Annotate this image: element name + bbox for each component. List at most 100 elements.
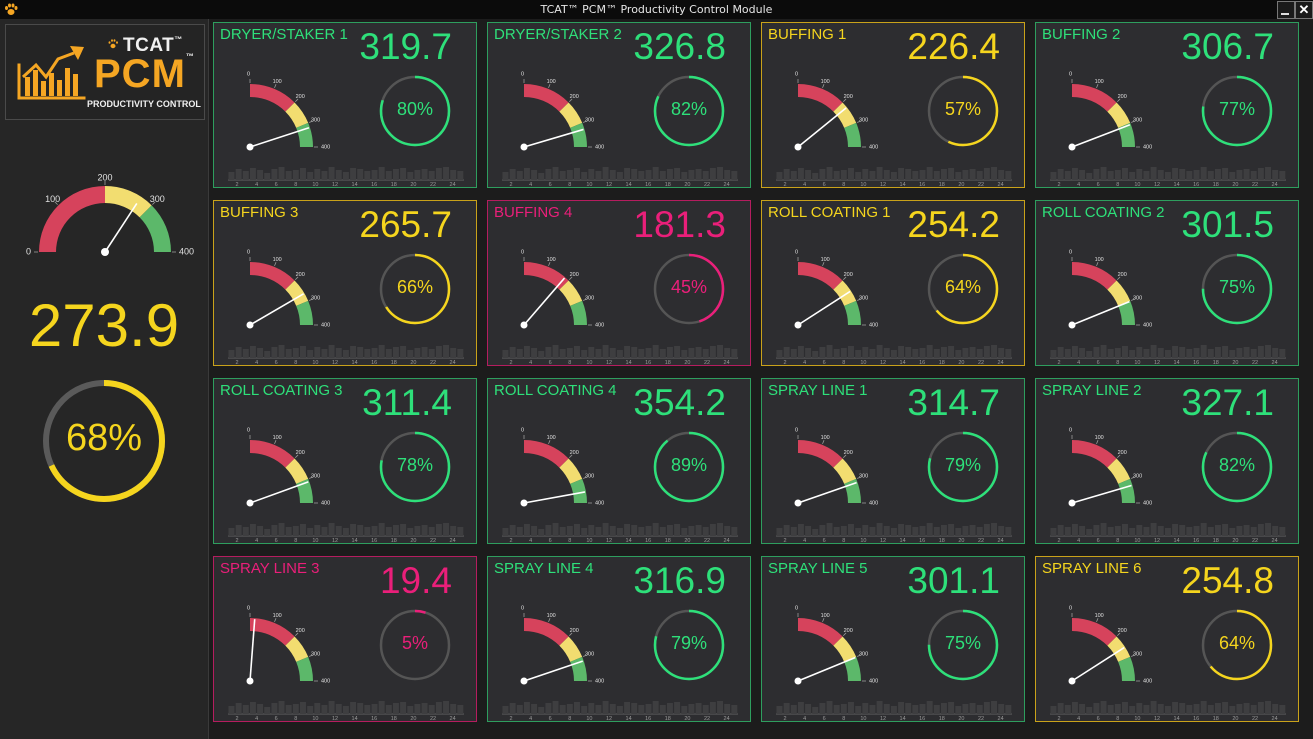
chart-axis-label: 24 [998,716,1004,722]
chart-axis-label: 8 [1116,360,1119,366]
chart-bar [674,702,681,714]
chart-bar [1143,349,1150,358]
station-tile[interactable]: 0 100 200 300 400 2 4 6 8 10 12 14 16 18 20 22 24 ROLL CO… [213,378,477,544]
chart-bar [228,528,235,536]
station-tile[interactable]: 0 100 200 300 400 2 4 6 8 10 12 14 16 18 20 22 24 SPRAY L… [761,378,1025,544]
gauge-scale-label: 300 [311,651,320,657]
chart-axis-label: 10 [586,538,592,544]
chart-bar [378,701,385,714]
chart-bar [538,529,545,536]
chart-axis-label: 20 [1232,360,1238,366]
gauge-scale-label: 200 [1118,450,1127,456]
chart-bar [833,527,840,536]
station-tile[interactable]: 0 100 200 300 400 2 4 6 8 10 12 14 16 18 20 22 24 SPRAY L… [213,556,477,722]
station-tile[interactable]: 0 100 200 300 400 2 4 6 8 10 12 14 16 18 20 22 24 BUFFING… [1035,22,1299,188]
chart-axis-label: 14 [352,360,358,366]
gauge-yellow-zone [1107,636,1131,662]
station-tile[interactable]: 0 100 200 300 400 2 4 6 8 10 12 14 16 18 20 22 24 SPRAY L… [761,556,1025,722]
chart-axis-label: 16 [645,360,651,366]
chart-bar [1236,348,1243,358]
gauge-red-zone [1072,618,1117,646]
chart-bar [342,350,349,358]
chart-bar [1005,705,1012,714]
chart-bar [631,347,638,358]
station-tile[interactable]: 0 100 200 300 400 2 4 6 8 10 12 14 16 18 20 22 24 BUFFING… [761,22,1025,188]
gauge-tick [294,98,299,103]
station-tile[interactable]: 0 100 200 300 400 2 4 6 8 10 12 14 16 18 20 22 24 BUFFING… [487,200,751,366]
chart-bar [898,524,905,536]
chart-bar [581,172,588,180]
station-tile[interactable]: 0 100 200 300 400 2 4 6 8 10 12 14 16 18 20 22 24 SPRAY L… [487,556,751,722]
gauge-scale-label: 0 [1069,427,1072,433]
gauge-scale-label: 200 [1118,94,1127,100]
chart-axis-label: 12 [1154,182,1160,188]
station-tile[interactable]: 0 100 200 300 400 2 4 6 8 10 12 14 16 18 20 22 24 DRYER/S… [213,22,477,188]
chart-bar [531,704,538,714]
chart-bar [1157,348,1164,358]
chart-bar [840,526,847,536]
chart-bar [645,170,652,180]
chart-bar [616,528,623,536]
chart-axis-label: 4 [803,538,806,544]
station-tile[interactable]: 0 100 200 300 400 2 4 6 8 10 12 14 16 18 20 22 24 ROLL CO… [487,378,751,544]
chart-bar [1122,524,1128,536]
chart-axis-label: 24 [1272,538,1278,544]
chart-axis-label: 20 [958,182,964,188]
station-tile[interactable]: 0 100 200 300 400 2 4 6 8 10 12 14 16 18 20 22 24 BUFFING… [213,200,477,366]
station-tile[interactable]: 0 100 200 300 400 2 4 6 8 10 12 14 16 18 20 22 24 SPRAY L… [1035,556,1299,722]
gauge-scale-label: 200 [844,94,853,100]
chart-bar [1164,528,1171,536]
chart-bar [545,347,552,358]
chart-axis-label: 16 [1193,182,1199,188]
station-tile[interactable]: 0 100 200 300 400 2 4 6 8 10 12 14 16 18 20 22 24 SPRAY L… [1035,378,1299,544]
chart-bar [1150,345,1157,358]
logo-tcat: TCAT™ [123,35,183,56]
close-button[interactable]: ✕ [1295,1,1313,19]
chart-bar [307,172,314,180]
chart-bar [674,346,681,358]
chart-bar [940,703,947,714]
chart-bar [328,701,335,714]
chart-bar [271,169,278,180]
chart-bar [264,351,271,358]
station-tile[interactable]: 0 100 200 300 400 2 4 6 8 10 12 14 16 18 20 22 24 ROLL CO… [761,200,1025,366]
chart-bar [797,346,804,358]
chart-bar [278,523,285,536]
chart-bar [1236,170,1243,180]
minimize-button[interactable] [1277,1,1295,19]
chart-bar [1050,706,1057,714]
chart-axis-label: 18 [665,716,671,722]
chart-bar [1129,172,1136,180]
ring-progress [379,75,451,147]
paw-icon[interactable] [4,3,18,16]
chart-bar [1214,525,1221,536]
chart-bar [1064,349,1071,358]
gauge-scale-label: 400 [869,678,878,684]
chart-bar [652,523,659,536]
chart-bar [581,528,588,536]
chart-bar [1207,527,1214,536]
gauge-scale-label: 300 [859,651,868,657]
chart-bar [371,348,378,358]
chart-bar [776,528,783,536]
chart-axis-label: 2 [235,538,238,544]
chart-axis-label: 22 [978,182,984,188]
gauge-scale-label: 100 [1095,435,1104,441]
chart-bar [883,170,890,180]
chart-bar [457,527,464,536]
chart-bar [502,528,509,536]
chart-bar [342,172,349,180]
gauge-needle [1071,124,1131,148]
station-percent: 75% [944,633,982,653]
station-tile[interactable]: 0 100 200 300 400 2 4 6 8 10 12 14 16 18 20 22 24 ROLL CO… [1035,200,1299,366]
gauge-scale-label: 400 [1143,322,1152,328]
station-tile[interactable]: 0 100 200 300 400 2 4 6 8 10 12 14 16 18 20 22 24 DRYER/S… [487,22,751,188]
chart-bar [912,527,919,536]
chart-bar [335,704,342,714]
chart-bar [731,171,738,180]
chart-bar [502,706,509,714]
chart-bar [516,527,523,536]
chart-axis-label: 22 [704,538,710,544]
gauge-scale-label: 0 [795,71,798,77]
chart-bar [1093,525,1100,536]
